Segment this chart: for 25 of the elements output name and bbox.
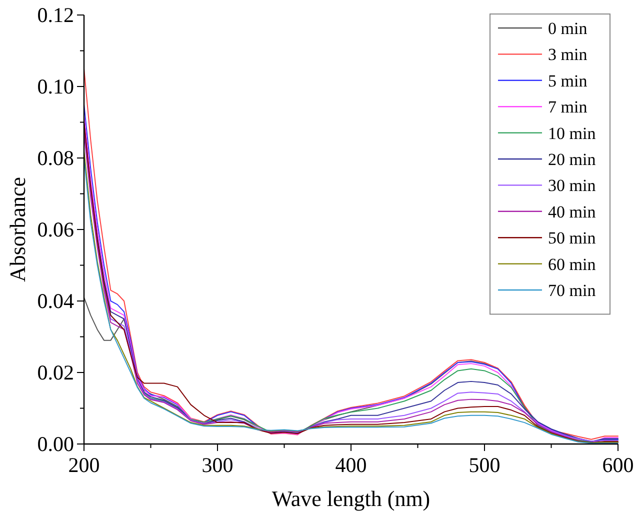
legend-label: 60 min <box>548 254 596 274</box>
legend-label: 5 min <box>548 71 588 90</box>
legend-label: 30 min <box>548 176 596 196</box>
x-tick-label: 400 <box>335 453 367 477</box>
legend-label: 0 min <box>548 19 588 38</box>
y-tick-label: 0.04 <box>37 289 74 313</box>
y-tick-label: 0.08 <box>37 146 74 170</box>
x-tick-label: 200 <box>68 453 100 477</box>
y-tick-label: 0.02 <box>37 360 74 384</box>
legend-label: 20 min <box>548 150 596 169</box>
legend-label: 70 min <box>548 281 596 300</box>
x-tick-label: 600 <box>602 453 634 477</box>
y-tick-label: 0.12 <box>37 3 74 27</box>
x-axis-title: Wave length (nm) <box>272 486 430 511</box>
legend-label: 50 min <box>548 228 596 248</box>
y-tick-label: 0.06 <box>37 218 74 242</box>
legend-label: 3 min <box>548 45 588 64</box>
y-tick-label: 0.00 <box>37 432 74 456</box>
x-tick-label: 500 <box>468 453 500 477</box>
legend-label: 40 min <box>548 202 596 222</box>
y-tick-label: 0.10 <box>37 74 74 98</box>
y-axis-title: Absorbance <box>5 176 30 282</box>
x-tick-label: 300 <box>202 453 234 477</box>
legend-label: 10 min <box>548 124 596 143</box>
legend-label: 7 min <box>548 98 588 117</box>
